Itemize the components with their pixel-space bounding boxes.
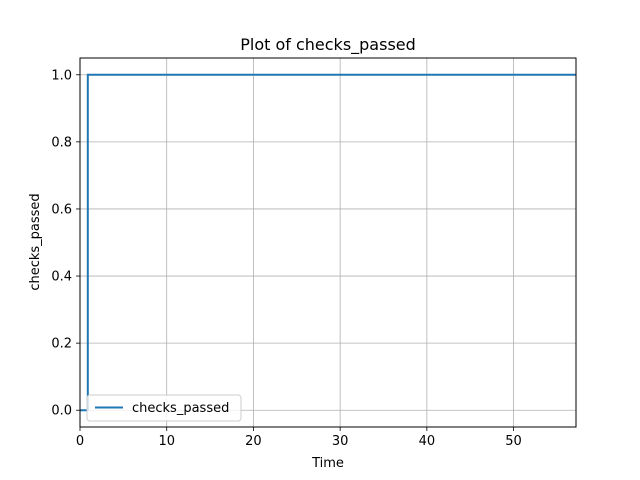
- y-tick-label: 1.0: [51, 68, 72, 83]
- y-axis-label: checks_passed: [28, 193, 43, 290]
- ticks: 0 10 20 30 40 50 0.0 0.2 0.4 0.6 0.8 1.0: [51, 68, 522, 449]
- plot-frame: [79, 57, 577, 428]
- y-tick-label: 0.6: [51, 202, 72, 217]
- grid: [79, 58, 576, 427]
- legend-label: checks_passed: [132, 401, 229, 416]
- y-tick-label: 0.0: [51, 404, 72, 419]
- legend-box: [86, 394, 242, 422]
- y-tick-label: 0.2: [51, 337, 72, 352]
- x-tick-label: 0: [76, 434, 84, 449]
- legend: checks_passed: [86, 394, 242, 422]
- x-tick-label: 50: [505, 434, 522, 449]
- y-tick-label: 0.4: [51, 270, 72, 285]
- x-tick-label: 40: [419, 434, 436, 449]
- x-tick-label: 30: [332, 434, 349, 449]
- series-line-checks-passed: [80, 73, 576, 412]
- x-tick-label: 20: [245, 434, 262, 449]
- series-layer: [80, 73, 576, 412]
- x-tick-label: 10: [158, 434, 175, 449]
- x-axis-label: Time: [311, 456, 344, 471]
- chart-title: Plot of checks_passed: [240, 35, 416, 55]
- y-tick-label: 0.8: [51, 135, 72, 150]
